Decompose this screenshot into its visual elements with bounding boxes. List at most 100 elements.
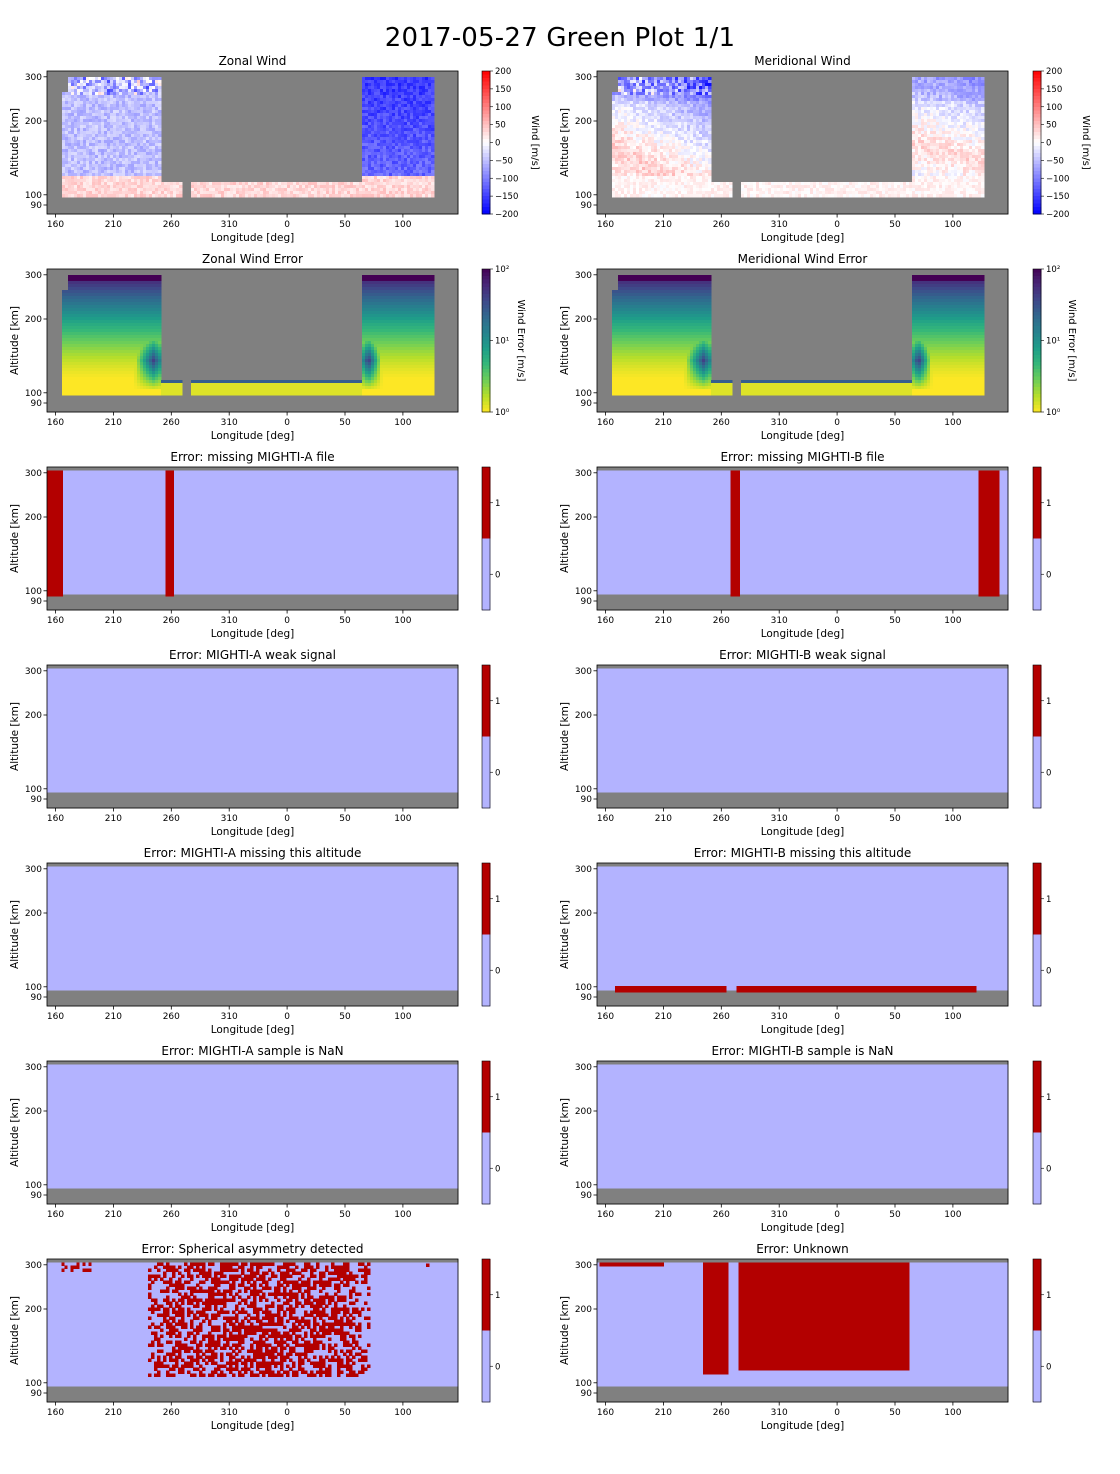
heatmap-cell [654,188,657,191]
heatmap-cell [702,167,705,170]
heatmap-cell [404,113,407,116]
heatmap-cell [645,83,648,86]
heatmap-cell [672,86,675,89]
heatmap-cell [666,89,669,92]
heatmap-cell [708,182,711,185]
heatmap-cell [287,194,290,197]
heatmap-cell [951,176,954,179]
heatmap-cell [630,140,633,143]
heatmap-cell [642,83,645,86]
y-tick-label: 100 [25,191,42,201]
heatmap-cell [939,158,942,161]
heatmap-cell [104,143,107,146]
heatmap-cell [107,101,110,104]
heatmap-cell [71,137,74,140]
heatmap-cell [116,104,119,107]
heatmap-cell [876,191,879,194]
heatmap-cell [431,101,434,104]
heatmap-cell [615,107,618,110]
heatmap-cell [831,188,834,191]
heatmap-cell [68,137,71,140]
heatmap-cell [89,116,92,119]
heatmap-cell [954,167,957,170]
heatmap-cell [708,110,711,113]
heatmap-cell [71,191,74,194]
heatmap-cell [128,182,131,185]
heatmap-cell [377,131,380,134]
heatmap-cell [335,185,338,188]
heatmap-cell [693,122,696,125]
heatmap-cell [149,80,152,83]
heatmap-cell [377,125,380,128]
heatmap-cell [618,119,621,122]
heatmap-cell [374,188,377,191]
heatmap-cell [930,167,933,170]
heatmap-cell [77,125,80,128]
heatmap-cell [386,149,389,152]
heatmap-cell [948,89,951,92]
heatmap-cell [95,125,98,128]
heatmap-cell [431,191,434,194]
heatmap-cell [416,104,419,107]
heatmap-cell [101,179,104,182]
heatmap-cell [137,98,140,101]
heatmap-cell [891,191,894,194]
heatmap-cell [134,104,137,107]
heatmap-cell [648,179,651,182]
heatmap-cell [957,161,960,164]
heatmap-cell [945,164,948,167]
heatmap-cell [365,179,368,182]
heatmap-cell [630,122,633,125]
heatmap-cell [654,173,657,176]
heatmap-cell [708,191,711,194]
heatmap-cell [425,173,428,176]
heatmap-cell [630,191,633,194]
heatmap-cell [158,134,161,137]
heatmap-cell [422,86,425,89]
heatmap-cell [822,188,825,191]
heatmap-cell [86,104,89,107]
heatmap-cell [831,191,834,194]
heatmap-cell [431,164,434,167]
heatmap-cell [657,131,660,134]
heatmap-cell [62,176,65,179]
heatmap-cell [645,173,648,176]
heatmap-cell [89,80,92,83]
heatmap-cell [684,188,687,191]
colorbar-segment [482,117,490,121]
heatmap-cell [107,134,110,137]
heatmap-cell [627,191,630,194]
heatmap-cell [68,110,71,113]
heatmap-cell [960,101,963,104]
heatmap-cell [215,182,218,185]
heatmap-cell [627,107,630,110]
heatmap-cell [104,188,107,191]
heatmap-cell [413,98,416,101]
heatmap-cell [122,134,125,137]
heatmap-cell [152,128,155,131]
heatmap-cell [756,182,759,185]
heatmap-cell [128,119,131,122]
heatmap-cell [143,86,146,89]
heatmap-cell [128,116,131,119]
heatmap-cell [389,146,392,149]
heatmap-cell [410,107,413,110]
heatmap-cell [134,143,137,146]
heatmap-cell [648,107,651,110]
heatmap-cell [146,119,149,122]
heatmap-cell [428,158,431,161]
heatmap-cell [89,194,92,197]
heatmap-cell [687,101,690,104]
heatmap-cell [615,134,618,137]
heatmap-cell [107,125,110,128]
heatmap-cell [362,104,365,107]
heatmap-cell [636,173,639,176]
heatmap-cell [419,188,422,191]
heatmap-cell [158,161,161,164]
heatmap-cell [86,134,89,137]
heatmap-cell [678,143,681,146]
heatmap-cell [918,191,921,194]
heatmap-cell [131,86,134,89]
heatmap-cell [663,152,666,155]
